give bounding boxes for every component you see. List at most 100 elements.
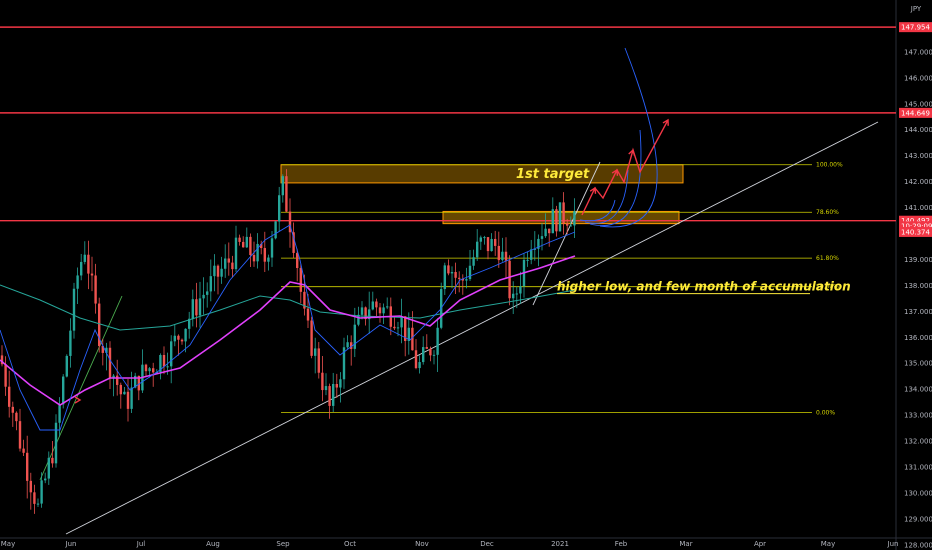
- candle-body: [36, 503, 40, 505]
- symbol-badge[interactable]: JPY: [904, 2, 930, 14]
- candle-body: [533, 248, 536, 250]
- y-tick-label: 139.000: [904, 256, 932, 264]
- arrow-head: [589, 186, 597, 194]
- candle-body: [461, 278, 464, 281]
- candle-body: [512, 293, 515, 299]
- fib-level-label: 0.00%: [816, 410, 835, 417]
- candle-body: [206, 291, 209, 295]
- candle-body: [378, 307, 382, 314]
- y-tick-label: 138.000: [904, 282, 932, 290]
- candle-body: [209, 276, 212, 292]
- candle-body: [4, 364, 7, 387]
- y-tick-label: 131.000: [904, 463, 932, 471]
- candle-body: [65, 355, 68, 377]
- candle-body: [328, 386, 331, 406]
- candle-body: [112, 375, 115, 379]
- projection-arc: [599, 47, 658, 228]
- candle-body: [8, 386, 11, 407]
- ma-mid-line[interactable]: [0, 255, 576, 406]
- candle-body: [15, 412, 18, 422]
- candle-body: [281, 176, 284, 196]
- candle-body: [188, 318, 191, 329]
- x-tick-label: Sep: [276, 540, 290, 548]
- x-tick-label: Dec: [480, 540, 494, 548]
- price-tag-label: 144.649: [901, 109, 930, 117]
- candle-body: [166, 366, 169, 368]
- candle-body: [134, 375, 137, 388]
- price-tag: [899, 221, 932, 232]
- candle-body: [483, 237, 486, 239]
- candle-body: [238, 237, 241, 242]
- projection-arc: [589, 129, 642, 226]
- y-tick-label: 135.000: [904, 360, 932, 368]
- projected-path: [581, 119, 669, 216]
- candle-body: [296, 252, 299, 269]
- candle-body: [465, 279, 468, 281]
- candle-body: [216, 265, 220, 277]
- y-tick-label: 136.000: [904, 334, 932, 342]
- price-tag: [899, 215, 932, 226]
- candle-body: [58, 404, 61, 423]
- candle-body: [490, 238, 493, 252]
- y-tick-label: 137.000: [904, 308, 932, 316]
- candle-body: [548, 228, 551, 234]
- fib-level-label: 61.80%: [816, 255, 839, 262]
- candle-body: [310, 320, 313, 356]
- candle-body: [224, 258, 227, 269]
- candle-body: [126, 391, 130, 409]
- steep-trendline[interactable]: [532, 161, 601, 306]
- candle-body: [83, 254, 86, 262]
- candle-body: [152, 368, 155, 373]
- candle-body: [393, 326, 396, 329]
- candle-body: [558, 202, 562, 232]
- candle-body: [530, 249, 533, 260]
- candle-body: [33, 492, 36, 504]
- price-tag: [899, 226, 932, 237]
- candle-body: [148, 368, 151, 372]
- annotation-accumulation: higher low, and few month of accumulatio…: [557, 280, 851, 294]
- y-tick-label: 146.000: [904, 74, 932, 82]
- candle-body: [364, 307, 367, 320]
- candle-body: [317, 348, 320, 373]
- candle-body: [144, 364, 148, 372]
- candle-body: [342, 347, 346, 380]
- candle-body: [202, 294, 205, 299]
- candle-body: [540, 236, 544, 239]
- candle-body: [350, 342, 353, 349]
- candle-body: [26, 452, 29, 481]
- candle-body: [170, 341, 173, 367]
- x-tick-label: Oct: [344, 540, 356, 548]
- candle-body: [432, 354, 436, 356]
- candle-body: [407, 327, 410, 341]
- candle-body: [116, 375, 119, 385]
- candle-body: [108, 347, 112, 379]
- candle-body: [101, 346, 104, 353]
- candle-body: [454, 272, 457, 278]
- ma-slow-line[interactable]: [0, 284, 576, 331]
- long-trendline[interactable]: [65, 121, 879, 535]
- candle-body: [382, 307, 385, 314]
- candle-body: [87, 254, 90, 274]
- y-tick-label: 134.000: [904, 386, 932, 394]
- candle-body: [418, 362, 421, 369]
- x-tick-label: Aug: [206, 540, 220, 548]
- candle-body: [537, 238, 540, 249]
- candle-body: [213, 265, 216, 277]
- candle-body: [400, 316, 403, 328]
- candle-body: [324, 386, 328, 391]
- candle-body: [346, 342, 349, 348]
- candle-body: [69, 330, 72, 356]
- y-tick-label: 132.000: [904, 438, 932, 446]
- y-tick-label: 142.000: [904, 178, 932, 186]
- candle-body: [396, 327, 400, 329]
- ma-fast-line[interactable]: [0, 224, 576, 431]
- candle-body: [191, 299, 194, 319]
- candle-body: [508, 260, 511, 299]
- candle-body: [119, 384, 122, 395]
- candle-body: [314, 348, 317, 356]
- candle-body: [159, 354, 162, 373]
- arrow-head: [662, 118, 669, 126]
- arrow-head: [628, 148, 636, 156]
- y-tick-label: 130.000: [904, 489, 932, 497]
